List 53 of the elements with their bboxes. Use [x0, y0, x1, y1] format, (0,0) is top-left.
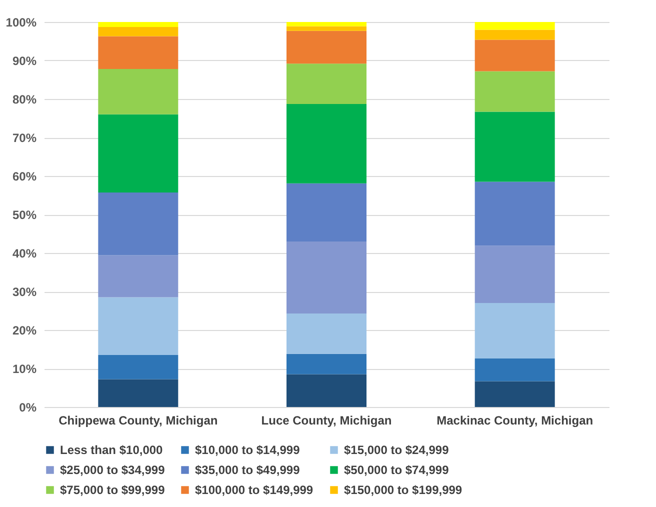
bar: [286, 104, 366, 184]
bar: [286, 183, 366, 242]
bar: [286, 241, 366, 314]
bar: [474, 303, 555, 358]
y-tick-label: 20%: [12, 324, 37, 338]
legend-label: Less than $10,000: [60, 443, 164, 457]
y-tick-label: 50%: [12, 208, 37, 222]
y-tick-label: 100%: [6, 16, 37, 30]
bar: [474, 358, 555, 382]
bar: [98, 255, 178, 298]
bar: [474, 71, 555, 112]
legend-label: $35,000 to $49,999: [195, 463, 300, 477]
x-tick-label: Luce County, Michigan: [261, 414, 392, 428]
x-tick-label: Mackinac County, Michigan: [436, 414, 594, 428]
legend-label: $50,000 to $74,999: [344, 463, 450, 477]
bar: [286, 64, 366, 104]
bar: [474, 40, 555, 72]
bar: [474, 182, 555, 246]
bar: [474, 246, 555, 304]
legend-label: $75,000 to $99,999: [60, 483, 166, 497]
bar: [286, 313, 366, 354]
bar: [98, 27, 178, 36]
y-tick-label: 80%: [12, 92, 37, 106]
bar: [286, 26, 366, 31]
y-tick-label: 40%: [12, 246, 37, 260]
bar: [474, 112, 555, 182]
bar: [98, 36, 178, 69]
bar: [286, 22, 366, 26]
legend-label: $15,000 to $24,999: [344, 443, 450, 457]
bar: [98, 297, 178, 356]
legend-label: $150,000 to $199,999: [344, 483, 462, 497]
bar: [286, 354, 366, 374]
y-tick-label: 70%: [12, 131, 37, 145]
bar: [474, 30, 555, 40]
bar: [98, 22, 178, 28]
y-tick-label: 60%: [12, 170, 37, 184]
bar: [474, 22, 555, 30]
legend-label: $100,000 to $149,999: [195, 483, 314, 497]
bar: [286, 30, 366, 64]
bar: [98, 355, 178, 380]
y-tick-label: 10%: [12, 362, 37, 376]
bar: [98, 114, 178, 193]
y-tick-label: 90%: [12, 54, 37, 68]
y-tick-label: 30%: [12, 285, 37, 299]
legend-label: $25,000 to $34,999: [60, 463, 166, 477]
x-tick-label: Chippewa County, Michigan: [58, 414, 218, 428]
y-tick-label: 0%: [19, 400, 37, 414]
bar: [98, 379, 178, 407]
bar: [98, 192, 178, 256]
legend-label: $10,000 to $14,999: [195, 443, 300, 457]
bar: [286, 374, 366, 407]
bar: [98, 68, 178, 114]
bar: [474, 381, 555, 407]
